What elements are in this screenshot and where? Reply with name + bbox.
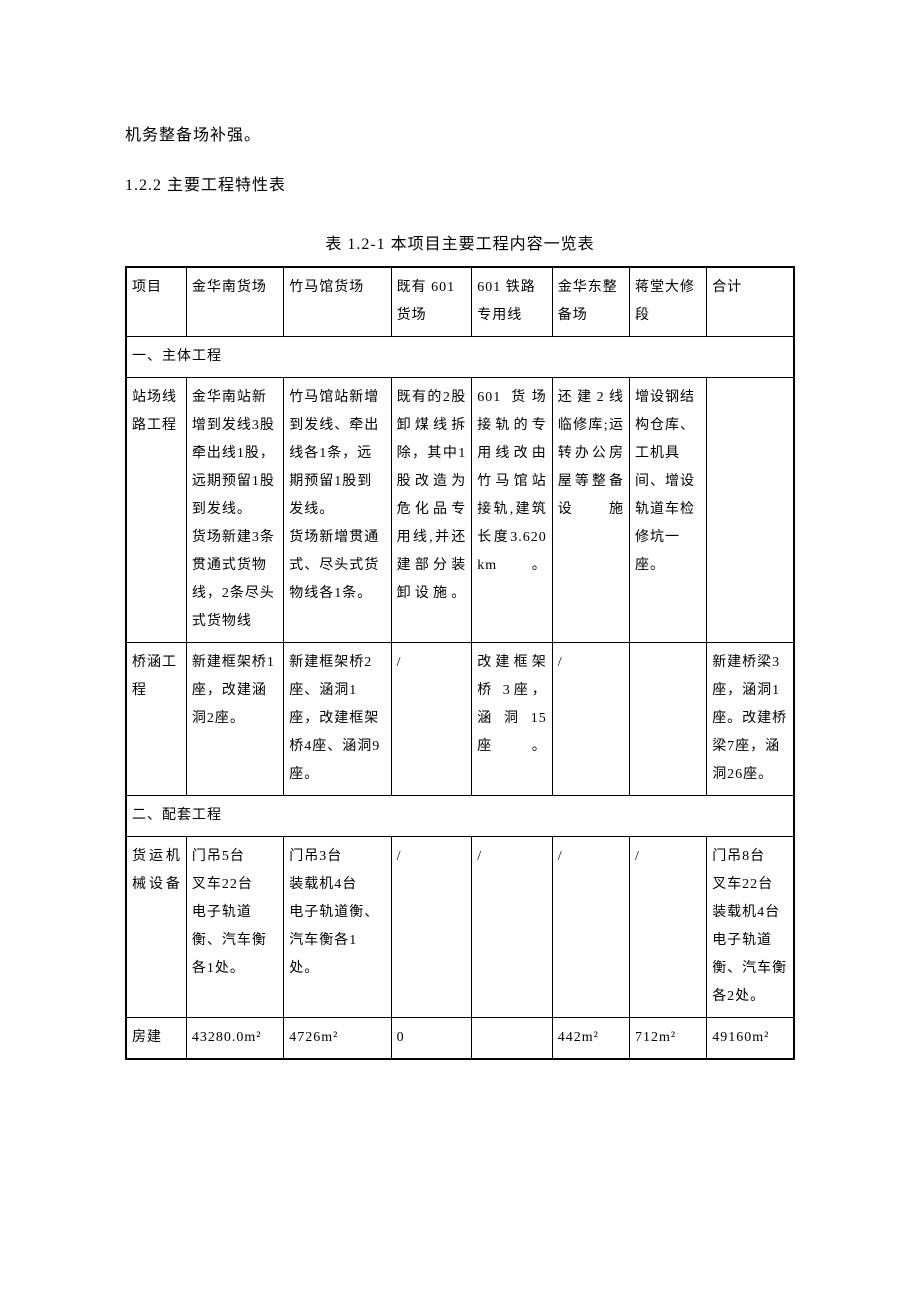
row-label: 桥涵工程 xyxy=(126,643,186,796)
table-row: 货运机械设备 门吊5台叉车22台电子轨道衡、汽车衡各1处。 门吊3台装载机4台电… xyxy=(126,837,794,1018)
cell: 金华南站新增到发线3股牵出线1股，远期预留1股到发线。货场新建3条贯通式货物线，… xyxy=(186,378,283,643)
cell: 竹马馆站新增到发线、牵出线各1条，远期预留1股到发线。货场新增贯通式、尽头式货物… xyxy=(284,378,391,643)
cell xyxy=(629,643,706,796)
cell: / xyxy=(629,837,706,1018)
th-3: 既有 601货场 xyxy=(391,267,472,337)
cell: 门吊5台叉车22台电子轨道衡、汽车衡各1处。 xyxy=(186,837,283,1018)
cell: 新建框架桥1 座，改建涵洞2座。 xyxy=(186,643,283,796)
document-page: 机务整备场补强。 1.2.2 主要工程特性表 表 1.2-1 本项目主要工程内容… xyxy=(0,0,920,1160)
th-6: 蒋堂大修段 xyxy=(629,267,706,337)
cell: / xyxy=(472,837,553,1018)
table-header-row: 项目 金华南货场 竹马馆货场 既有 601货场 601 铁路专用线 金华东整备场… xyxy=(126,267,794,337)
cell: 新建桥梁3座，涵洞1座。改建桥梁7座，涵洞26座。 xyxy=(707,643,794,796)
cell: 43280.0m² xyxy=(186,1018,283,1060)
th-2: 竹马馆货场 xyxy=(284,267,391,337)
cell: 还建2线临修库;运转办公房屋等整备设施 xyxy=(552,378,629,643)
cell: 改建框架桥 3座，涵洞15座。 xyxy=(472,643,553,796)
table-row: 桥涵工程 新建框架桥1 座，改建涵洞2座。 新建框架桥2座、涵洞1座，改建框架桥… xyxy=(126,643,794,796)
cell: / xyxy=(391,837,472,1018)
cell: 门吊8台叉车22台装载机4台 电子轨道衡、汽车衡各2处。 xyxy=(707,837,794,1018)
cell: / xyxy=(552,643,629,796)
cell: 门吊3台装载机4台电子轨道衡、汽车衡各1处。 xyxy=(284,837,391,1018)
cell: 新建框架桥2座、涵洞1座，改建框架桥4座、涵洞9座。 xyxy=(284,643,391,796)
main-table: 项目 金华南货场 竹马馆货场 既有 601货场 601 铁路专用线 金华东整备场… xyxy=(125,266,795,1060)
row-label: 房建 xyxy=(126,1018,186,1060)
table-caption: 表 1.2-1 本项目主要工程内容一览表 xyxy=(125,230,795,254)
cell: / xyxy=(391,643,472,796)
cell xyxy=(472,1018,553,1060)
cell xyxy=(707,378,794,643)
row-label: 站场线路工程 xyxy=(126,378,186,643)
cell: 442m² xyxy=(552,1018,629,1060)
section-1-label: 一、主体工程 xyxy=(126,337,794,378)
paragraph-1: 机务整备场补强。 xyxy=(125,120,795,152)
section-row-2: 二、配套工程 xyxy=(126,796,794,837)
cell: / xyxy=(552,837,629,1018)
cell: 增设钢结构仓库、工机具间、增设轨道车检修坑一座。 xyxy=(629,378,706,643)
cell: 601 货场接轨的专用线改由竹马馆站接轨,建筑长度3.620km。 xyxy=(472,378,553,643)
th-0: 项目 xyxy=(126,267,186,337)
row-label: 货运机械设备 xyxy=(126,837,186,1018)
th-1: 金华南货场 xyxy=(186,267,283,337)
th-4: 601 铁路专用线 xyxy=(472,267,553,337)
th-5: 金华东整备场 xyxy=(552,267,629,337)
cell: 49160m² xyxy=(707,1018,794,1060)
cell: 4726m² xyxy=(284,1018,391,1060)
th-7: 合计 xyxy=(707,267,794,337)
section-row-1: 一、主体工程 xyxy=(126,337,794,378)
section-2-label: 二、配套工程 xyxy=(126,796,794,837)
cell: 既有的2股卸煤线拆除，其中1股改造为危化品专用线,并还建部分装卸设施。 xyxy=(391,378,472,643)
table-row: 房建 43280.0m² 4726m² 0 442m² 712m² 49160m… xyxy=(126,1018,794,1060)
table-row: 站场线路工程 金华南站新增到发线3股牵出线1股，远期预留1股到发线。货场新建3条… xyxy=(126,378,794,643)
section-heading: 1.2.2 主要工程特性表 xyxy=(125,170,795,202)
cell: 712m² xyxy=(629,1018,706,1060)
cell: 0 xyxy=(391,1018,472,1060)
